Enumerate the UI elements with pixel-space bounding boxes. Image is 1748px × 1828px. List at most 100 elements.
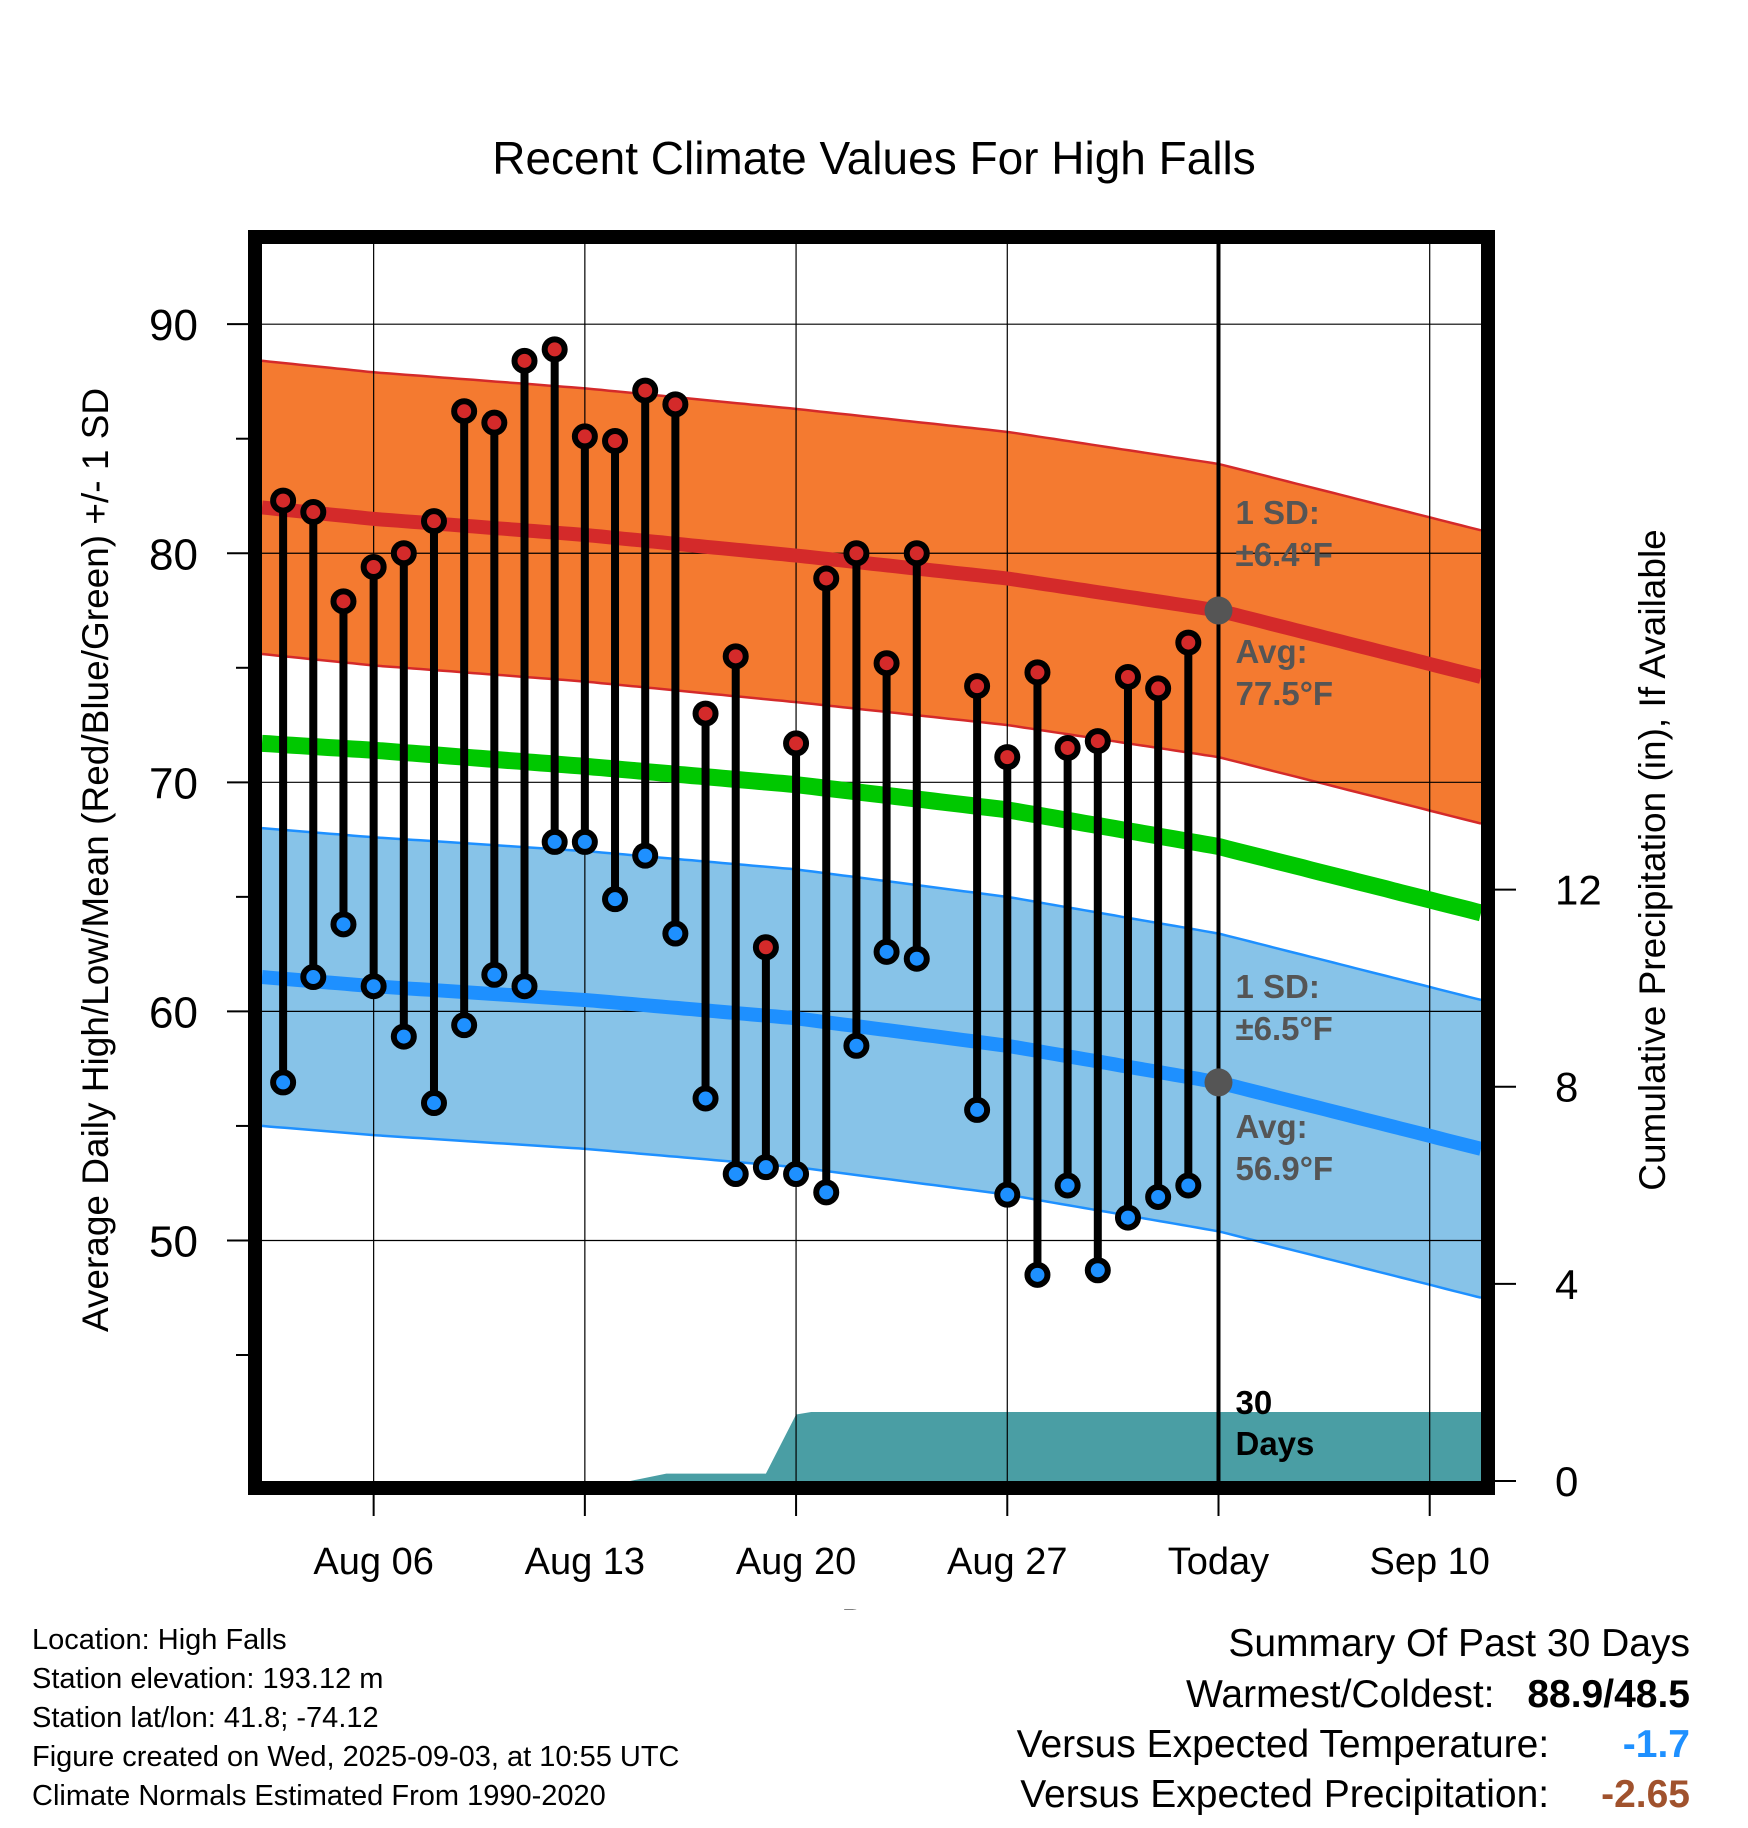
daily-high-point [1114,663,1141,690]
daily-low-point [420,1090,447,1117]
daily-low-point [1024,1261,1051,1288]
daily-low-point [390,1023,417,1050]
daily-high-point [662,391,689,418]
daily-low-point [903,945,930,972]
daily-low-point [994,1181,1021,1208]
x-tick-label: Today [1168,1541,1269,1583]
daily-high-point [270,487,297,514]
low-band-lower-edge [261,1124,1482,1299]
daily-high-point [964,673,991,700]
daily-low-point [1084,1257,1111,1284]
high-avg-label: Avg: [1235,633,1307,670]
y-tick-label: 70 [149,759,198,808]
y-tick-label: 90 [149,301,198,350]
daily-high-point [903,540,930,567]
low-sd-band [262,828,1481,1298]
y-tick-label: 50 [149,1217,198,1266]
precip-label: Versus Expected Precipitation: [1020,1773,1550,1816]
daily-high-point [511,347,538,374]
daily-high-point [632,377,659,404]
x-tick-label: Aug 06 [313,1541,433,1583]
plot-frame [248,230,1495,1495]
warm-cold-label: Warmest/Coldest: [1186,1673,1495,1716]
daily-low-point [662,920,689,947]
low-avg-value: 56.9°F [1235,1150,1333,1187]
daily-low-point [692,1085,719,1112]
days-label-text: Days [1235,1425,1314,1462]
daily-low-point [1114,1204,1141,1231]
low-avg-label: Avg: [1235,1108,1307,1145]
daily-low-point [270,1069,297,1096]
days-label-number: 30 [1235,1384,1272,1421]
x-tick-label: Aug 20 [736,1541,856,1583]
daily-low-point [1054,1172,1081,1199]
y2-tick-label: 4 [1555,1261,1578,1308]
daily-high-point [692,700,719,727]
y-tick-label: 60 [149,988,198,1037]
low-sd-label: 1 SD: [1235,968,1319,1005]
temp-value: -1.7 [1622,1723,1690,1766]
chart-title: Recent Climate Values For High Falls [492,132,1256,184]
y-tick-label: 80 [149,530,198,579]
today-low-normal-marker [1204,1068,1233,1097]
precip-value: -2.65 [1601,1773,1690,1816]
precip-area [262,1412,1481,1481]
y2-axis-label: Cumulative Precipitation (in), If Availa… [1632,529,1673,1191]
y2-tick-label: 0 [1555,1458,1578,1505]
x-tick-label: Sep 10 [1369,1541,1489,1583]
daily-high-point [420,508,447,535]
daily-low-point [843,1032,870,1059]
location-text: Location: High Falls [32,1624,287,1656]
daily-low-point [813,1179,840,1206]
high-sd-label: 1 SD: [1235,494,1319,531]
x-tick-label: Aug 27 [947,1541,1067,1583]
daily-high-point [1145,675,1172,702]
x-tick-label: Aug 13 [525,1541,645,1583]
warm-cold-value: 88.9/48.5 [1527,1673,1690,1716]
daily-high-point [1054,734,1081,761]
daily-high-point [752,934,779,961]
temp-row: Versus Expected Temperature: -1.7 [1017,1720,1690,1770]
daily-high-point [300,499,327,526]
latlon-text: Station lat/lon: 41.8; -74.12 [32,1702,379,1734]
daily-high-point [390,540,417,567]
daily-high-point [843,540,870,567]
daily-high-point [541,336,568,363]
daily-low-point [873,938,900,965]
summary-panel: Summary Of Past 30 Days Warmest/Coldest:… [1017,1618,1690,1820]
high-sd-value: ±6.4°F [1235,536,1332,573]
daily-high-point [1175,629,1202,656]
daily-high-point [813,565,840,592]
daily-low-point [511,973,538,1000]
daily-low-point [1145,1183,1172,1210]
daily-high-point [873,650,900,677]
daily-low-point [752,1154,779,1181]
daily-high-point [783,730,810,757]
daily-high-point [722,643,749,670]
daily-low-point [330,911,357,938]
daily-low-point [602,886,629,913]
daily-high-point [1024,659,1051,686]
today-high-normal-marker [1204,596,1233,625]
daily-high-point [360,553,387,580]
precip-row: Versus Expected Precipitation: -2.65 [1017,1770,1690,1820]
daily-high-point [481,409,508,436]
created-text: Figure created on Wed, 2025-09-03, at 10… [32,1741,680,1773]
daily-low-point [632,842,659,869]
daily-low-point [964,1096,991,1123]
high-avg-value: 77.5°F [1235,675,1333,712]
daily-high-point [602,428,629,455]
y-axis-label: Average Daily High/Low/Mean (Red/Blue/Gr… [75,388,116,1332]
y2-tick-label: 8 [1555,1064,1578,1111]
daily-low-point [481,961,508,988]
daily-high-point [1084,728,1111,755]
warm-cold-row: Warmest/Coldest: 88.9/48.5 [1017,1670,1690,1720]
daily-low-point [1175,1172,1202,1199]
summary-heading: Summary Of Past 30 Days [1228,1622,1690,1665]
normals-text: Climate Normals Estimated From 1990-2020 [32,1780,606,1812]
daily-high-point [330,588,357,615]
daily-low-point [783,1161,810,1188]
axes: 50 60 70 80 90 0 4 8 12 Aug 06 Aug 13 Aug 20 Aug 27 T… [149,230,1602,1583]
daily-low-point [360,973,387,1000]
elevation-text: Station elevation: 193.12 m [32,1663,384,1695]
